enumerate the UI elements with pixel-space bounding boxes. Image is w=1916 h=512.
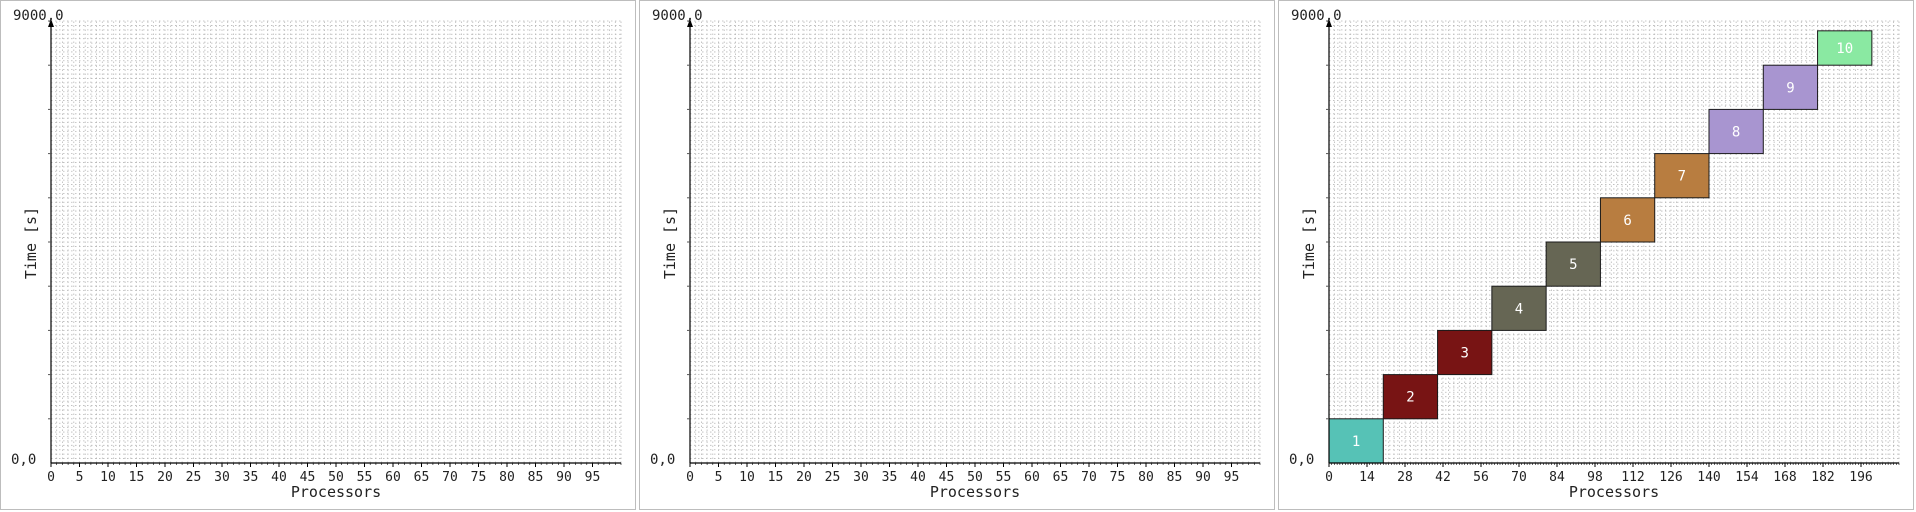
task-block <box>1654 153 1710 199</box>
chart-2: 0 5 10 15 20 25 30 35 40 45 50 55 60 65 70 75 80 85 90 95 90… <box>650 8 1261 501</box>
x-tick-label: 25 <box>186 470 202 485</box>
x-tick-label: 50 <box>328 470 344 485</box>
y-bottom-label: 0,0 <box>11 452 36 468</box>
x-tick-label: 55 <box>996 470 1012 485</box>
x-tick-label: 90 <box>1195 470 1211 485</box>
y-bottom-label: 0,0 <box>650 452 675 468</box>
y-axis-arrow <box>687 19 693 27</box>
task-label: 10 <box>1836 41 1853 57</box>
task-label: 3 <box>1460 346 1468 362</box>
x-tick-label: 28 <box>1397 470 1413 485</box>
y-axis-arrow <box>48 19 54 27</box>
task-block <box>1437 329 1493 376</box>
x-tick-label: 90 <box>556 470 572 485</box>
task-block <box>1328 418 1384 464</box>
x-tick-label: 70 <box>1511 470 1527 485</box>
x-tick-label: 70 <box>442 470 458 485</box>
x-tick-label: 40 <box>910 470 926 485</box>
y-axis-label: Time [s] <box>661 207 679 279</box>
x-tick-label: 20 <box>157 470 173 485</box>
x-tick-label: 55 <box>357 470 373 485</box>
y-top-label: 9000,0 <box>652 8 703 24</box>
x-tick-label: 140 <box>1697 470 1720 485</box>
x-tick-label: 0 <box>1325 470 1333 485</box>
chart-1: 0 5 10 15 20 25 30 35 40 45 50 55 60 65 70 75 80 85 90 95 90… <box>11 8 622 501</box>
task-label: 4 <box>1515 301 1523 317</box>
task-block <box>1817 30 1873 66</box>
task-block <box>1382 374 1439 420</box>
x-tick-label: 0 <box>686 470 694 485</box>
task-label: 5 <box>1569 257 1577 273</box>
chart-panel-3: 1 2 3 4 5 6 7 8 9 10 0 14 28 42 56 70 84 98 112 126 140 154 16… <box>1278 0 1914 510</box>
task-label: 1 <box>1352 434 1360 450</box>
x-tick-label: 35 <box>882 470 898 485</box>
x-tick-label: 56 <box>1473 470 1489 485</box>
x-tick-label: 60 <box>1024 470 1040 485</box>
x-tick-label: 45 <box>300 470 316 485</box>
x-tick-label: 154 <box>1735 470 1759 485</box>
x-tick-label: 15 <box>129 470 145 485</box>
x-tick-label: 42 <box>1435 470 1451 485</box>
x-axis-label: Processors <box>291 483 381 501</box>
x-tick-label: 80 <box>1138 470 1154 485</box>
x-tick-label: 40 <box>271 470 287 485</box>
x-tick-label: 35 <box>243 470 259 485</box>
x-tick-label: 10 <box>100 470 116 485</box>
x-tick-label: 95 <box>1224 470 1240 485</box>
x-tick-label: 112 <box>1621 470 1644 485</box>
chart-panel-2: 0 5 10 15 20 25 30 35 40 45 50 55 60 65 70 75 80 85 90 95 90… <box>639 0 1275 510</box>
task-label: 9 <box>1786 80 1794 96</box>
y-axis-label: Time [s] <box>22 207 40 279</box>
task-label: 2 <box>1406 390 1414 406</box>
task-block <box>1491 285 1547 331</box>
task-block <box>1545 241 1601 287</box>
y-top-label: 9000,0 <box>13 8 64 24</box>
task-label: 7 <box>1678 169 1686 185</box>
x-tick-label: 5 <box>715 470 723 485</box>
x-tick-label: 84 <box>1549 470 1565 485</box>
x-tick-label: 10 <box>739 470 755 485</box>
x-tick-label: 50 <box>967 470 983 485</box>
x-tick-label: 126 <box>1659 470 1682 485</box>
x-tick-label: 75 <box>1110 470 1126 485</box>
x-tick-label: 95 <box>585 470 601 485</box>
x-tick-label: 30 <box>853 470 869 485</box>
task-label: 6 <box>1623 213 1631 229</box>
x-tick-label: 20 <box>796 470 812 485</box>
task-block <box>1599 197 1656 243</box>
y-bottom-label: 0,0 <box>1289 452 1314 468</box>
x-tick-label: 182 <box>1811 470 1834 485</box>
y-top-label: 9000,0 <box>1291 8 1342 24</box>
task-block <box>1762 64 1819 110</box>
chart-panel-1: 0 5 10 15 20 25 30 35 40 45 50 55 60 65 70 75 80 85 90 95 90… <box>0 0 636 510</box>
x-tick-label: 196 <box>1849 470 1872 485</box>
x-tick-label: 168 <box>1773 470 1796 485</box>
task-block <box>1708 108 1764 155</box>
x-tick-label: 30 <box>214 470 230 485</box>
x-tick-label: 85 <box>528 470 544 485</box>
x-tick-label: 60 <box>385 470 401 485</box>
task-label: 8 <box>1732 125 1740 141</box>
x-axis-label: Processors <box>930 483 1020 501</box>
x-tick-label: 25 <box>825 470 841 485</box>
x-tick-label: 45 <box>939 470 955 485</box>
y-axis-label: Time [s] <box>1300 207 1318 279</box>
x-tick-label: 65 <box>1053 470 1069 485</box>
x-tick-label: 75 <box>471 470 487 485</box>
y-axis-arrow <box>1326 19 1332 27</box>
x-tick-label: 80 <box>499 470 515 485</box>
x-tick-label: 70 <box>1081 470 1097 485</box>
grid-horizontal <box>51 20 621 459</box>
x-tick-label: 0 <box>47 470 55 485</box>
x-tick-label: 85 <box>1167 470 1183 485</box>
x-tick-label: 14 <box>1359 470 1375 485</box>
x-tick-label: 65 <box>414 470 430 485</box>
x-tick-label: 15 <box>768 470 784 485</box>
grid-horizontal <box>690 20 1260 459</box>
x-tick-label: 5 <box>76 470 84 485</box>
x-tick-label: 98 <box>1587 470 1603 485</box>
x-axis-label: Processors <box>1569 483 1659 501</box>
